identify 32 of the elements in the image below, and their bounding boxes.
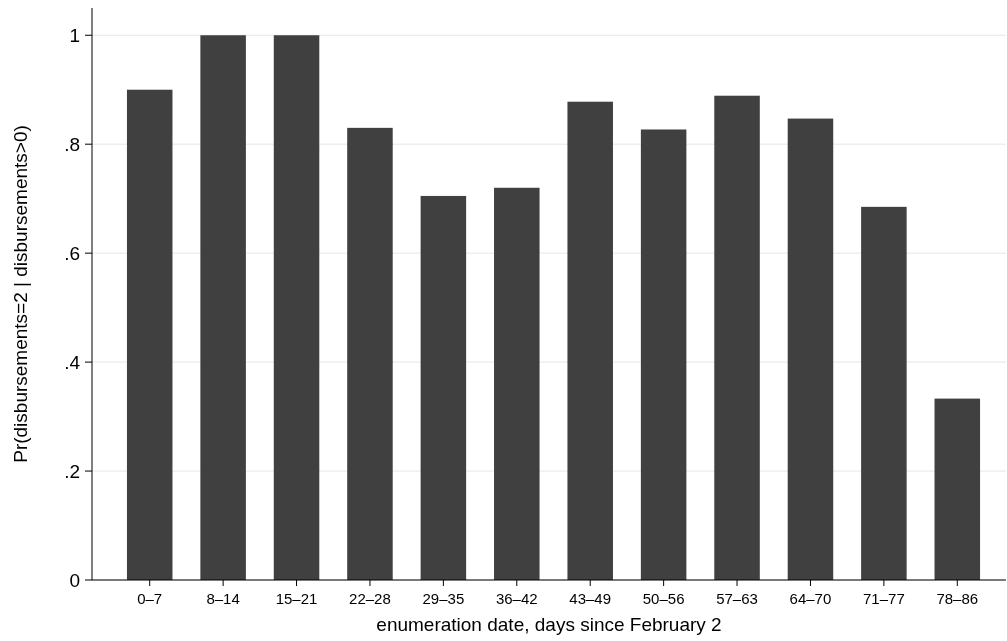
x-tick-label: 8–14 xyxy=(206,590,240,607)
x-tick-label: 50–56 xyxy=(642,590,685,607)
bar xyxy=(347,127,393,580)
bar xyxy=(934,398,981,580)
y-tick-label: .2 xyxy=(64,460,80,482)
x-tick-label: 78–86 xyxy=(936,590,979,607)
bar xyxy=(640,129,687,580)
y-tick-label: .4 xyxy=(64,351,81,373)
x-tick-label: 71–77 xyxy=(863,590,905,607)
bar xyxy=(861,206,907,580)
bar xyxy=(714,95,760,580)
x-axis-title: enumeration date, days since February 2 xyxy=(376,614,722,635)
x-tick-label: 43–49 xyxy=(569,590,612,607)
bar xyxy=(567,101,613,580)
bar xyxy=(126,89,173,580)
bar xyxy=(200,35,246,580)
bar xyxy=(494,187,540,580)
bar xyxy=(420,195,467,580)
x-tick-label: 64–70 xyxy=(789,590,832,607)
x-tick-label: 22–28 xyxy=(349,590,391,607)
x-tick-label: 29–35 xyxy=(422,590,465,607)
y-tick-label: 1 xyxy=(69,24,80,46)
y-tick-label: 0 xyxy=(69,569,80,591)
x-tick-label: 57–63 xyxy=(716,590,758,607)
y-axis-title: Pr(disbursements=2 | disbursements>0) xyxy=(10,125,31,463)
x-tick-label: 36–42 xyxy=(495,590,538,607)
y-tick-label: .6 xyxy=(64,242,80,264)
bar xyxy=(273,35,320,580)
y-tick-label: .8 xyxy=(64,133,80,155)
bar xyxy=(787,118,834,580)
x-tick-label: 0–7 xyxy=(137,590,163,607)
x-tick-label: 15–21 xyxy=(275,590,318,607)
